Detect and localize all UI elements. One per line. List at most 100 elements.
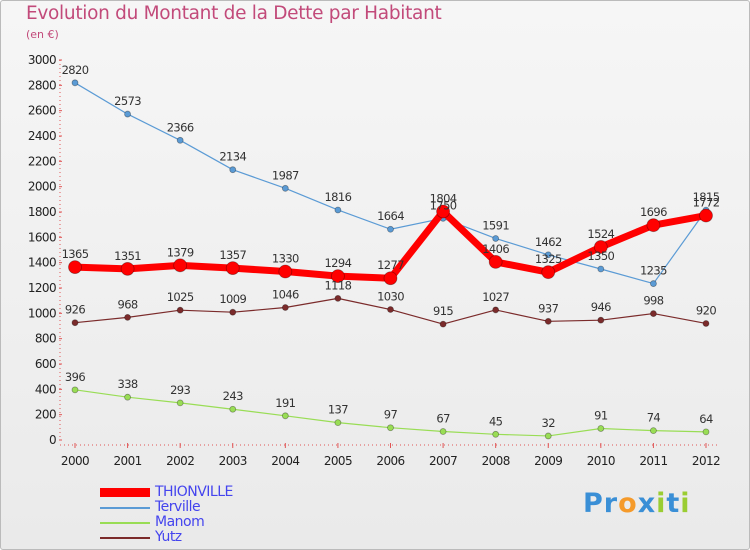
point-manom bbox=[176, 399, 184, 407]
data-label-terville: 2820 bbox=[62, 63, 89, 77]
data-label-terville: 1816 bbox=[324, 190, 351, 204]
point-manom bbox=[492, 430, 500, 438]
point-thionville bbox=[120, 261, 135, 276]
data-label-terville: 1462 bbox=[535, 235, 562, 249]
data-label-manom: 243 bbox=[223, 389, 243, 403]
point-manom bbox=[281, 412, 289, 420]
legend-label: Manom bbox=[155, 514, 205, 530]
data-label-yutz: 937 bbox=[538, 301, 558, 315]
data-label-thionville: 1365 bbox=[62, 247, 89, 261]
x-tick-label: 2006 bbox=[376, 454, 404, 468]
data-label-terville: 1350 bbox=[587, 249, 614, 263]
point-yutz bbox=[71, 319, 79, 327]
data-label-thionville: 1379 bbox=[167, 245, 194, 259]
data-label-manom: 293 bbox=[170, 383, 190, 397]
x-tick-label: 2012 bbox=[692, 454, 720, 468]
legend-swatch bbox=[100, 536, 150, 539]
legend-swatch bbox=[100, 488, 150, 497]
y-tick-label: 1200 bbox=[28, 281, 56, 295]
point-manom bbox=[650, 427, 657, 435]
point-yutz bbox=[597, 316, 605, 324]
x-tick-label: 2008 bbox=[482, 454, 510, 468]
point-yutz bbox=[124, 313, 131, 321]
x-tick-label: 2011 bbox=[639, 454, 667, 468]
data-label-yutz: 1025 bbox=[167, 290, 194, 304]
point-manom bbox=[544, 432, 552, 440]
y-tick-label: 0 bbox=[49, 433, 56, 447]
y-tick-label: 800 bbox=[35, 332, 56, 346]
data-label-thionville: 1277 bbox=[377, 258, 404, 272]
point-terville bbox=[492, 235, 500, 242]
data-label-yutz: 926 bbox=[65, 303, 85, 317]
data-label-manom: 32 bbox=[542, 416, 556, 430]
y-tick-label: 2200 bbox=[28, 154, 56, 168]
point-yutz bbox=[387, 306, 394, 313]
data-label-manom: 64 bbox=[699, 412, 713, 426]
point-terville bbox=[176, 136, 184, 144]
logo-letter: t bbox=[666, 488, 681, 519]
data-label-yutz: 998 bbox=[643, 294, 663, 308]
point-yutz bbox=[334, 294, 342, 302]
point-yutz bbox=[702, 320, 710, 327]
point-yutz bbox=[229, 308, 237, 316]
point-manom bbox=[387, 424, 394, 432]
logo-letter: i bbox=[680, 488, 691, 519]
data-label-terville: 1750 bbox=[430, 198, 457, 212]
data-label-thionville: 1524 bbox=[587, 227, 614, 241]
data-label-manom: 97 bbox=[384, 408, 398, 422]
point-thionville bbox=[68, 260, 82, 275]
point-manom bbox=[334, 419, 342, 427]
point-yutz bbox=[544, 317, 552, 325]
point-thionville bbox=[488, 255, 503, 269]
point-yutz bbox=[176, 306, 184, 314]
point-terville bbox=[544, 251, 552, 259]
x-tick-label: 2007 bbox=[429, 454, 457, 468]
x-tick-label: 2009 bbox=[534, 454, 562, 468]
point-terville bbox=[229, 166, 237, 174]
point-thionville bbox=[646, 218, 661, 233]
x-tick-label: 2002 bbox=[166, 454, 194, 468]
point-manom bbox=[124, 393, 131, 401]
point-thionville bbox=[278, 264, 293, 279]
data-label-yutz: 968 bbox=[118, 297, 138, 311]
point-yutz bbox=[439, 320, 447, 328]
data-label-thionville: 1696 bbox=[640, 205, 667, 219]
point-yutz bbox=[492, 306, 500, 314]
data-label-yutz: 920 bbox=[696, 303, 716, 317]
data-label-manom: 45 bbox=[489, 414, 503, 428]
data-label-yutz: 1046 bbox=[272, 288, 299, 302]
logo-letter: P bbox=[583, 488, 604, 519]
data-label-yutz: 946 bbox=[591, 300, 611, 314]
legend-swatch bbox=[100, 521, 150, 524]
point-manom bbox=[702, 428, 710, 436]
data-label-manom: 191 bbox=[275, 396, 295, 410]
y-tick-label: 3000 bbox=[28, 53, 56, 67]
data-label-manom: 67 bbox=[436, 412, 450, 426]
point-manom bbox=[229, 405, 237, 413]
data-label-manom: 74 bbox=[647, 411, 661, 425]
point-thionville bbox=[331, 269, 345, 283]
point-terville bbox=[71, 79, 79, 87]
data-label-terville: 1664 bbox=[377, 209, 404, 223]
data-label-yutz: 1009 bbox=[219, 292, 246, 306]
y-tick-label: 1000 bbox=[28, 306, 56, 320]
point-thionville bbox=[593, 240, 608, 254]
logo-letter: x bbox=[637, 488, 657, 519]
point-thionville bbox=[173, 258, 188, 273]
data-label-thionville: 1330 bbox=[272, 252, 299, 266]
point-manom bbox=[597, 425, 605, 432]
x-tick-label: 2004 bbox=[271, 454, 299, 468]
data-label-manom: 137 bbox=[328, 403, 348, 417]
y-tick-label: 1400 bbox=[28, 256, 56, 270]
y-tick-label: 2600 bbox=[28, 104, 56, 118]
point-thionville bbox=[225, 261, 240, 276]
y-tick-label: 1800 bbox=[28, 205, 56, 219]
data-label-yutz: 1030 bbox=[377, 290, 404, 304]
x-tick-label: 2000 bbox=[61, 454, 89, 468]
data-label-terville: 1815 bbox=[693, 190, 720, 204]
data-label-yutz: 915 bbox=[433, 304, 453, 318]
point-yutz bbox=[650, 310, 657, 317]
y-tick-label: 600 bbox=[35, 357, 56, 371]
data-label-yutz: 1027 bbox=[482, 290, 509, 304]
data-label-thionville: 1325 bbox=[535, 252, 562, 266]
